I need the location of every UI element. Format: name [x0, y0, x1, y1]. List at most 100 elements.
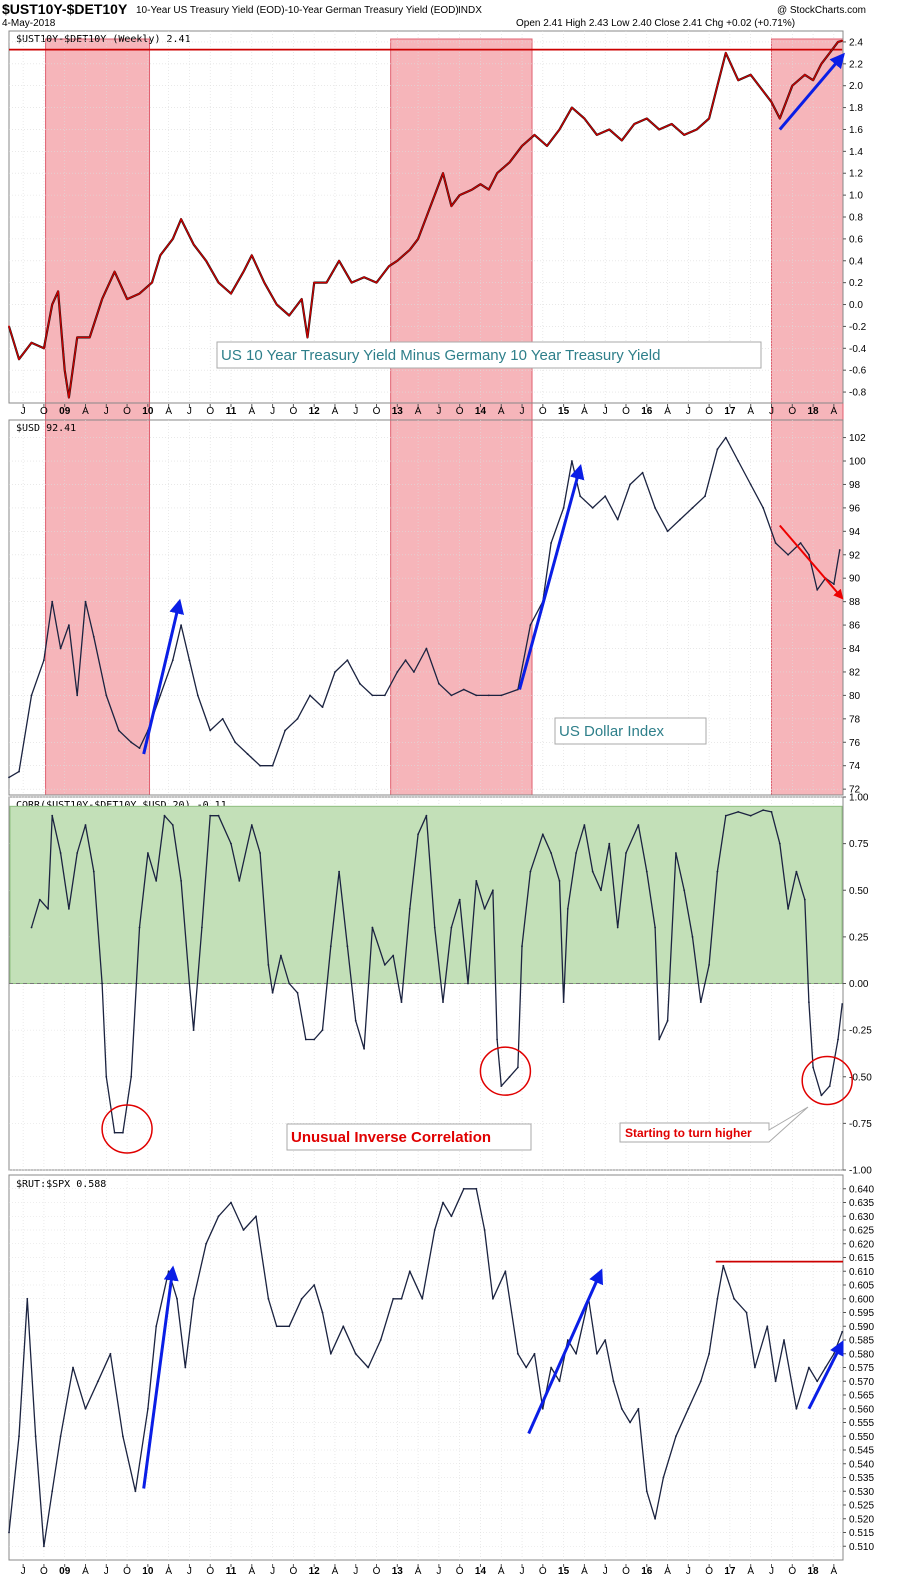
- y-tick-label: 82: [849, 667, 861, 678]
- x-tick-label: J: [520, 406, 525, 417]
- data-point: [321, 1311, 324, 1314]
- data-point: [234, 741, 237, 744]
- x-tick-label: O: [289, 406, 297, 417]
- data-point: [321, 1029, 324, 1031]
- data-point: [57, 290, 59, 293]
- data-point: [363, 1047, 365, 1050]
- data-point: [716, 84, 719, 87]
- data-point: [130, 1075, 133, 1078]
- data-point: [500, 1085, 503, 1087]
- x-tick-label: A: [248, 1566, 255, 1577]
- data-point: [691, 936, 694, 938]
- y-tick-label: 0.6: [849, 234, 863, 245]
- y-tick-label: 0.555: [849, 1418, 874, 1429]
- x-tick-label: A: [165, 1566, 172, 1577]
- y-tick-label: 0.625: [849, 1226, 874, 1237]
- data-point: [450, 205, 453, 208]
- data-point: [722, 1264, 725, 1267]
- data-point: [679, 518, 681, 521]
- data-point: [803, 73, 806, 76]
- x-tick-label: A: [664, 1566, 671, 1577]
- y-tick-label: -1.00: [849, 1166, 872, 1177]
- x-tick-label: 15: [558, 406, 570, 417]
- data-point: [508, 161, 511, 164]
- data-point: [450, 926, 453, 929]
- data-point: [433, 926, 436, 929]
- quote-bar: Open 2.41 High 2.43 Low 2.40 Close 2.41 …: [516, 18, 795, 29]
- data-point: [787, 553, 789, 556]
- data-point: [408, 1270, 411, 1273]
- data-point: [716, 870, 719, 873]
- panel-yield-spread: $UST10Y-$DET10Y (Weekly) 2.41 -0.8-0.6-0…: [7, 30, 867, 404]
- data-point: [76, 852, 79, 854]
- data-point: [433, 1229, 436, 1231]
- y-tick-label: 0.525: [849, 1501, 874, 1512]
- data-point: [230, 292, 232, 295]
- x-tick-label: J: [603, 1566, 608, 1577]
- data-point: [824, 1366, 827, 1369]
- data-point: [346, 945, 349, 948]
- y-tick-label: 0.570: [849, 1377, 874, 1388]
- data-point: [180, 624, 183, 626]
- data-point: [645, 117, 648, 120]
- x-tick-label: J: [520, 1566, 525, 1577]
- highlight-bands: [45, 38, 844, 796]
- data-point: [816, 589, 819, 591]
- highlight-band: [390, 38, 533, 796]
- x-tick-label: A: [498, 406, 505, 417]
- data-point: [346, 659, 349, 662]
- data-point: [687, 1407, 690, 1410]
- data-point: [296, 991, 299, 994]
- y-axis: 72 74 76 78 80 82 84 86 88 90 92 94 96 98 100 102: [843, 433, 866, 796]
- data-point: [658, 1038, 661, 1041]
- data-point: [695, 128, 698, 131]
- y-tick-label: -0.25: [849, 1026, 872, 1037]
- x-tick-label: O: [705, 406, 713, 417]
- data-point: [783, 1339, 785, 1341]
- data-point: [117, 729, 120, 732]
- data-point: [812, 1066, 814, 1069]
- data-point: [68, 624, 70, 626]
- watermark: @ StockCharts.com: [777, 5, 866, 16]
- y-tick-label: 2.4: [849, 37, 863, 48]
- data-point: [309, 694, 311, 697]
- y-tick-label: 72: [849, 785, 861, 796]
- x-tick-label: 13: [392, 406, 404, 417]
- data-point: [608, 128, 611, 131]
- data-point: [629, 483, 631, 486]
- data-point: [737, 811, 740, 813]
- data-point: [26, 1297, 29, 1300]
- data-point: [92, 635, 95, 638]
- trend-arrow-blue: [142, 598, 185, 755]
- panel-label: CORR($UST10Y-$DET10Y,$USD,20) -0.11: [16, 800, 227, 811]
- data-point: [88, 336, 91, 339]
- highlight-circle: [101, 1104, 153, 1154]
- x-tick-label: J: [187, 1566, 192, 1577]
- data-point: [51, 303, 54, 306]
- data-point: [799, 542, 802, 544]
- x-tick-label: 14: [475, 406, 487, 417]
- data-point: [284, 729, 286, 732]
- y-tick-label: 0.635: [849, 1198, 874, 1209]
- y-tick-label: 74: [849, 761, 861, 772]
- data-point: [171, 238, 174, 240]
- data-point: [658, 128, 661, 131]
- data-point: [242, 1229, 245, 1231]
- x-tick-label: O: [456, 1566, 464, 1577]
- data-point: [450, 1215, 453, 1218]
- data-point: [47, 908, 49, 910]
- data-point: [762, 90, 765, 93]
- data-point: [354, 1019, 357, 1022]
- y-tick-label: 0.620: [849, 1239, 874, 1250]
- x-tick-label: 11: [226, 406, 237, 417]
- x-tick-label: O: [373, 406, 381, 417]
- data-point: [63, 369, 66, 372]
- data-point: [479, 183, 482, 186]
- x-tick-label: O: [40, 1566, 48, 1577]
- data-point: [371, 694, 374, 697]
- data-point: [442, 1201, 444, 1204]
- y-tick-label: 0.530: [849, 1487, 874, 1498]
- data-point: [517, 1352, 519, 1355]
- x-tick-label: 18: [808, 406, 820, 417]
- data-point: [737, 79, 740, 82]
